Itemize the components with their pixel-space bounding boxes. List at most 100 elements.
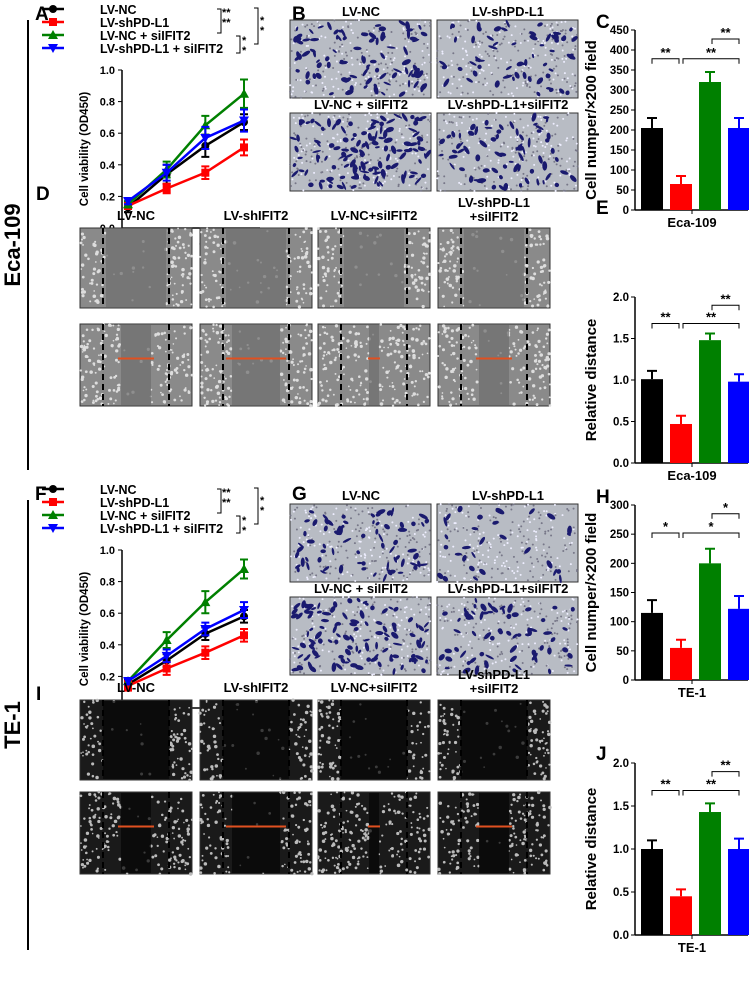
cell-dot: [318, 728, 321, 731]
pore-dot: [348, 113, 350, 115]
cell-dot: [411, 267, 413, 269]
pore-dot: [523, 28, 525, 30]
cell-dot: [200, 354, 202, 356]
cell-dot: [456, 261, 458, 263]
pore-dot: [407, 504, 409, 506]
pore-dot: [411, 33, 413, 35]
pore-dot: [306, 577, 308, 579]
pore-dot: [323, 94, 325, 96]
row-label: Eca-109: [0, 203, 25, 286]
pore-dot: [309, 161, 311, 163]
cell-dot: [86, 862, 89, 865]
cell-dot: [330, 305, 332, 307]
pore-dot: [424, 566, 426, 568]
cell-dot: [88, 706, 90, 708]
cell-dot: [209, 844, 211, 846]
cell-dot: [438, 345, 441, 348]
pore-dot: [548, 158, 550, 160]
pore-dot: [368, 527, 370, 529]
pore-dot: [479, 40, 481, 42]
pore-dot: [489, 543, 491, 545]
cell-dot: [320, 297, 323, 300]
cell-dot: [335, 227, 337, 229]
cell-dot: [179, 395, 181, 397]
cell-dot: [366, 397, 369, 400]
cell-dot: [387, 347, 389, 349]
pore-dot: [306, 36, 308, 38]
bar: [641, 379, 663, 463]
pore-dot: [534, 91, 536, 93]
pore-dot: [546, 510, 548, 512]
cell-dot: [177, 241, 180, 244]
pore-dot: [356, 156, 358, 158]
cell-dot: [157, 845, 159, 847]
pore-dot: [561, 659, 563, 661]
cell-dot: [80, 795, 83, 798]
cell-dot: [389, 337, 392, 340]
pore-dot: [321, 133, 323, 135]
cell-dot: [118, 324, 120, 326]
pore-dot: [323, 533, 325, 535]
pore-dot: [498, 620, 500, 622]
pore-dot: [437, 95, 439, 97]
cell-dot: [469, 360, 473, 364]
pore-dot: [351, 530, 353, 532]
cell-dot: [302, 386, 305, 389]
pore-dot: [332, 67, 334, 69]
cell-dot: [327, 269, 330, 272]
pore-dot: [453, 76, 455, 78]
cell-dot: [355, 824, 357, 826]
cell-dot: [302, 860, 305, 863]
cell-dot: [85, 750, 87, 752]
pore-dot: [289, 67, 291, 69]
pore-dot: [428, 598, 430, 600]
sig-star: *: [723, 500, 729, 515]
cell-dot: [453, 345, 455, 347]
cell-dot: [161, 332, 164, 335]
cell-dot: [353, 325, 356, 328]
cell-dot: [151, 352, 154, 355]
pore-dot: [501, 554, 503, 556]
pore-dot: [409, 534, 411, 536]
pore-dot: [424, 546, 426, 548]
pore-dot: [292, 652, 294, 654]
pore-dot: [544, 556, 546, 558]
cell-dot: [200, 361, 203, 364]
cell-dot: [403, 344, 405, 346]
pore-dot: [478, 576, 480, 578]
cell-dot: [285, 348, 287, 350]
pore-dot: [534, 610, 536, 612]
cell-dot: [308, 778, 311, 781]
pore-dot: [410, 539, 412, 541]
pore-dot: [504, 36, 506, 38]
cell-dot: [217, 758, 219, 760]
pore-dot: [443, 130, 445, 132]
cell-dot: [217, 717, 219, 719]
cell-dot: [389, 343, 392, 346]
pore-dot: [572, 49, 574, 51]
cell-dot: [92, 244, 95, 247]
cell-dot: [424, 726, 426, 728]
pore-dot: [424, 182, 426, 184]
cell-dot: [380, 402, 384, 406]
pore-dot: [485, 31, 487, 33]
pore-dot: [401, 619, 403, 621]
pore-dot: [574, 161, 576, 163]
cell-dot: [427, 353, 429, 355]
cell-dot: [112, 834, 115, 837]
pore-dot: [489, 642, 491, 644]
cell-dot: [216, 775, 218, 777]
cell-dot: [80, 268, 82, 270]
pore-dot: [553, 123, 555, 125]
pore-dot: [382, 567, 384, 569]
cell-dot: [88, 716, 91, 719]
pore-dot: [383, 68, 385, 70]
pore-dot: [302, 117, 304, 119]
pore-dot: [544, 640, 546, 642]
pore-dot: [467, 601, 469, 603]
cell-dot: [99, 360, 102, 363]
cell-dot: [218, 791, 220, 793]
pore-dot: [379, 573, 381, 575]
pore-dot: [350, 506, 352, 508]
